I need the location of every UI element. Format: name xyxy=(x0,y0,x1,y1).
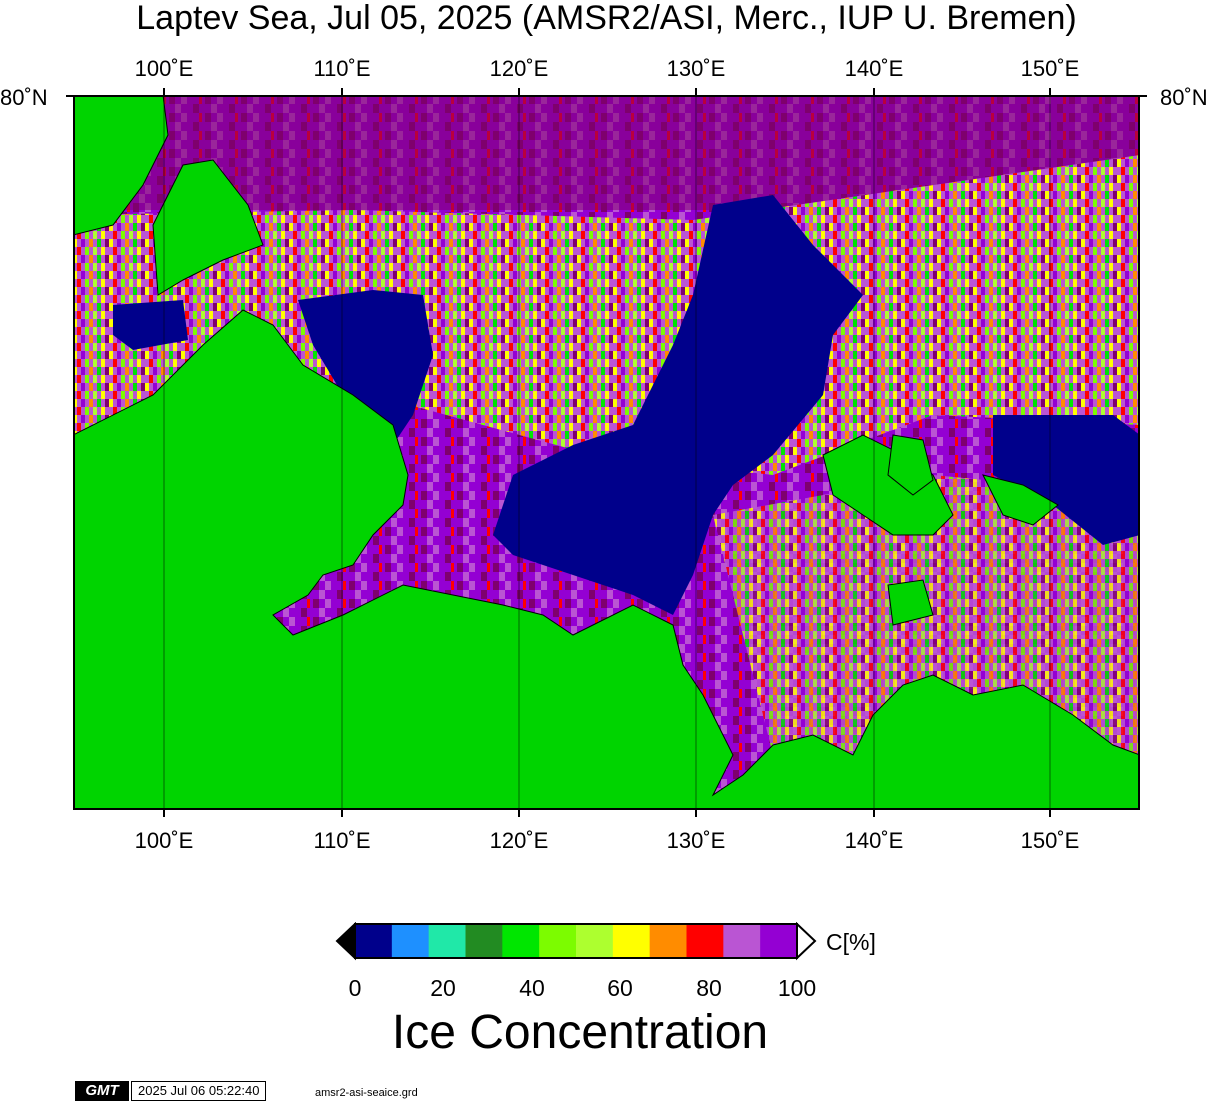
colorbar-tick-label: 80 xyxy=(696,975,722,1001)
colorbar-swatch xyxy=(391,924,430,958)
open-water-central xyxy=(493,195,863,615)
colorbar-overflow-triangle xyxy=(796,922,817,961)
land-faddeyevsky-island xyxy=(887,434,934,496)
lon-label-top-120e: 120˚E xyxy=(489,56,549,81)
lon-label-top-140e: 140˚E xyxy=(844,56,904,81)
lon-label-bottom-130e: 130˚E xyxy=(666,828,726,853)
map-border xyxy=(73,95,1140,810)
colorbar-swatch xyxy=(576,924,614,958)
colorbar-underflow-triangle xyxy=(335,922,356,961)
map-ticks xyxy=(66,88,1147,817)
lon-label-bottom-140e: 140˚E xyxy=(844,828,904,853)
open-water-far-west xyxy=(113,300,188,350)
colorbar-unit-label: C[%] xyxy=(826,929,876,955)
lon-label-bottom-110e: 110˚E xyxy=(313,828,371,853)
lon-label-bottom-100e: 100˚E xyxy=(134,828,194,853)
gmt-logo: GMT xyxy=(75,1081,129,1101)
colorbar-swatch xyxy=(760,924,798,958)
colorbar-swatch xyxy=(649,924,687,958)
colorbar-swatch xyxy=(723,924,761,958)
colorbar-swatch xyxy=(502,924,540,958)
colorbar-tick-label: 60 xyxy=(607,975,633,1001)
lat-label-right-80n: 80˚N xyxy=(1160,85,1208,110)
land-kotelny-island xyxy=(822,434,954,536)
lon-label-top-150e: 150˚E xyxy=(1020,56,1080,81)
colorbar-tick-label: 100 xyxy=(777,975,817,1001)
colorbar-swatch xyxy=(428,924,466,958)
colorbar-swatch xyxy=(465,924,503,958)
colorbar-tick-label: 40 xyxy=(519,975,545,1001)
lat-label-left-80n: 80˚N xyxy=(0,85,48,110)
land-bolshevik-island xyxy=(152,159,264,296)
legend-title: Ice Concentration xyxy=(391,1006,769,1059)
lon-label-bottom-120e: 120˚E xyxy=(489,828,549,853)
colorbar-swatch xyxy=(355,924,393,958)
open-water-west xyxy=(298,290,433,445)
map-title: Laptev Sea, Jul 05, 2025 (AMSR2/ASI, Mer… xyxy=(136,0,1077,37)
colorbar-swatch xyxy=(539,924,577,958)
colorbar xyxy=(335,922,817,961)
lon-label-top-130e: 130˚E xyxy=(666,56,726,81)
colorbar-tick-label: 0 xyxy=(348,975,362,1001)
map-canvas xyxy=(73,95,1140,810)
land-new-siberia-island xyxy=(982,474,1059,526)
lon-label-top-110e: 110˚E xyxy=(313,56,371,81)
ice-concentration-map xyxy=(73,95,1140,810)
land-severnaya-zemlya xyxy=(73,95,169,236)
land-siberian-mainland xyxy=(73,309,1140,810)
open-water-east xyxy=(993,415,1140,545)
lon-label-top-100e: 100˚E xyxy=(134,56,194,81)
lon-label-bottom-150e: 150˚E xyxy=(1020,828,1080,853)
plot-timestamp: 2025 Jul 06 05:22:40 xyxy=(131,1081,267,1101)
colorbar-swatch xyxy=(612,924,651,958)
grid-filename: amsr2-asi-seaice.grd xyxy=(315,1087,418,1099)
colorbar-swatch xyxy=(686,924,724,958)
colorbar-tick-label: 20 xyxy=(430,975,456,1001)
land-lyakhovsky-islands xyxy=(887,579,934,626)
colorbar-frame xyxy=(354,923,798,959)
